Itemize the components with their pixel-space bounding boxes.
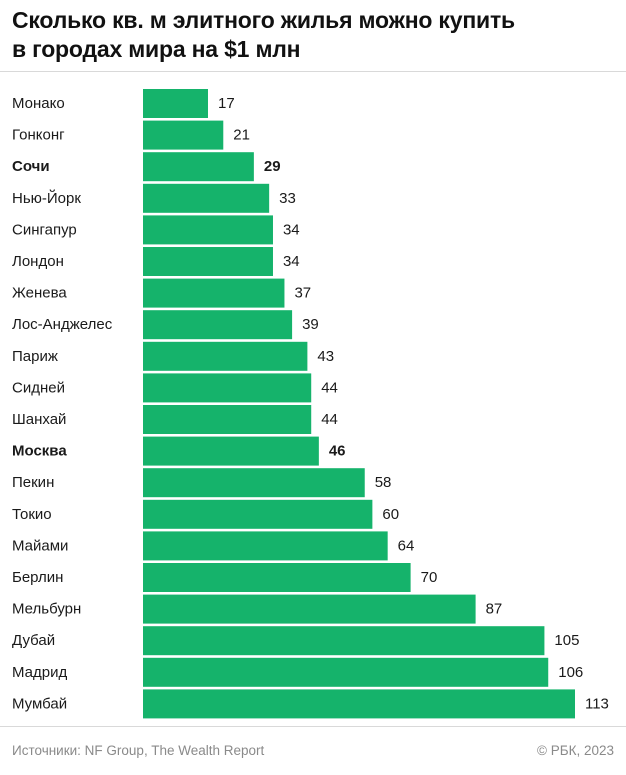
category-label: Токио — [12, 506, 52, 523]
category-label: Нью-Йорк — [12, 189, 81, 207]
bar-15 — [143, 563, 411, 592]
value-label: 29 — [264, 158, 281, 175]
category-label: Гонконг — [12, 127, 65, 144]
value-label: 106 — [558, 664, 583, 681]
category-label: Мадрид — [12, 664, 67, 681]
value-label: 58 — [375, 474, 392, 491]
category-label: Москва — [12, 443, 67, 460]
value-label: 64 — [398, 537, 415, 554]
category-label: Шанхай — [12, 411, 66, 428]
bar-2 — [143, 152, 254, 182]
value-label: 43 — [317, 348, 334, 365]
bar-12 — [143, 468, 365, 498]
bar-0 — [143, 89, 208, 118]
category-label: Лос-Анджелес — [12, 316, 113, 333]
value-label: 70 — [421, 569, 438, 586]
value-label: 17 — [218, 95, 235, 112]
value-label: 44 — [321, 379, 338, 396]
bar-7 — [143, 310, 293, 340]
value-label: 34 — [283, 221, 300, 238]
bar-16 — [143, 594, 476, 624]
chart-title-line-1: Сколько кв. м элитного жилья можно купит… — [12, 7, 515, 33]
category-label: Мельбурн — [12, 601, 81, 618]
copyright-note: © РБК, 2023 — [537, 743, 614, 758]
category-label: Париж — [12, 348, 58, 365]
bar-13 — [143, 499, 373, 529]
category-label: Мумбай — [12, 695, 67, 712]
value-label: 87 — [486, 601, 503, 618]
bar-4 — [143, 215, 273, 245]
category-label: Дубай — [12, 632, 55, 649]
source-note: Источники: NF Group, The Wealth Report — [12, 743, 265, 758]
bar-14 — [143, 531, 388, 561]
category-label: Женева — [12, 285, 67, 302]
bar-chart: Монако 17 Гонконг 21 Сочи 29 Нью-Йорк 33 Сингапу… — [12, 89, 609, 719]
value-label: 44 — [321, 411, 338, 428]
category-label: Сочи — [12, 158, 50, 175]
bar-19 — [143, 689, 575, 719]
bar-10 — [143, 405, 312, 434]
bar-3 — [143, 183, 270, 213]
chart-title: Сколько кв. м элитного жилья можно купит… — [12, 6, 612, 64]
bar-17 — [143, 626, 545, 656]
bar-6 — [143, 278, 285, 308]
category-label: Монако — [12, 95, 65, 112]
bottom-divider — [0, 726, 626, 727]
value-label: 37 — [294, 285, 311, 302]
value-label: 105 — [554, 632, 579, 649]
category-label: Берлин — [12, 569, 63, 586]
value-label: 33 — [279, 190, 296, 207]
value-label: 21 — [233, 127, 250, 144]
bar-1 — [143, 120, 224, 150]
chart-title-line-2: в городах мира на $1 млн — [12, 36, 301, 62]
bar-9 — [143, 373, 312, 403]
category-label: Сингапур — [12, 221, 77, 238]
category-label: Сидней — [12, 379, 65, 396]
category-label: Пекин — [12, 474, 54, 491]
value-label: 60 — [382, 506, 399, 523]
category-label: Лондон — [12, 253, 64, 270]
bar-5 — [143, 247, 273, 276]
category-label: Майами — [12, 537, 68, 554]
value-label: 113 — [585, 695, 609, 712]
bar-8 — [143, 341, 308, 371]
top-divider — [0, 71, 626, 72]
bar-18 — [143, 657, 549, 687]
value-label: 46 — [329, 443, 346, 460]
value-label: 34 — [283, 253, 300, 270]
value-label: 39 — [302, 316, 319, 333]
bar-11 — [143, 436, 319, 466]
